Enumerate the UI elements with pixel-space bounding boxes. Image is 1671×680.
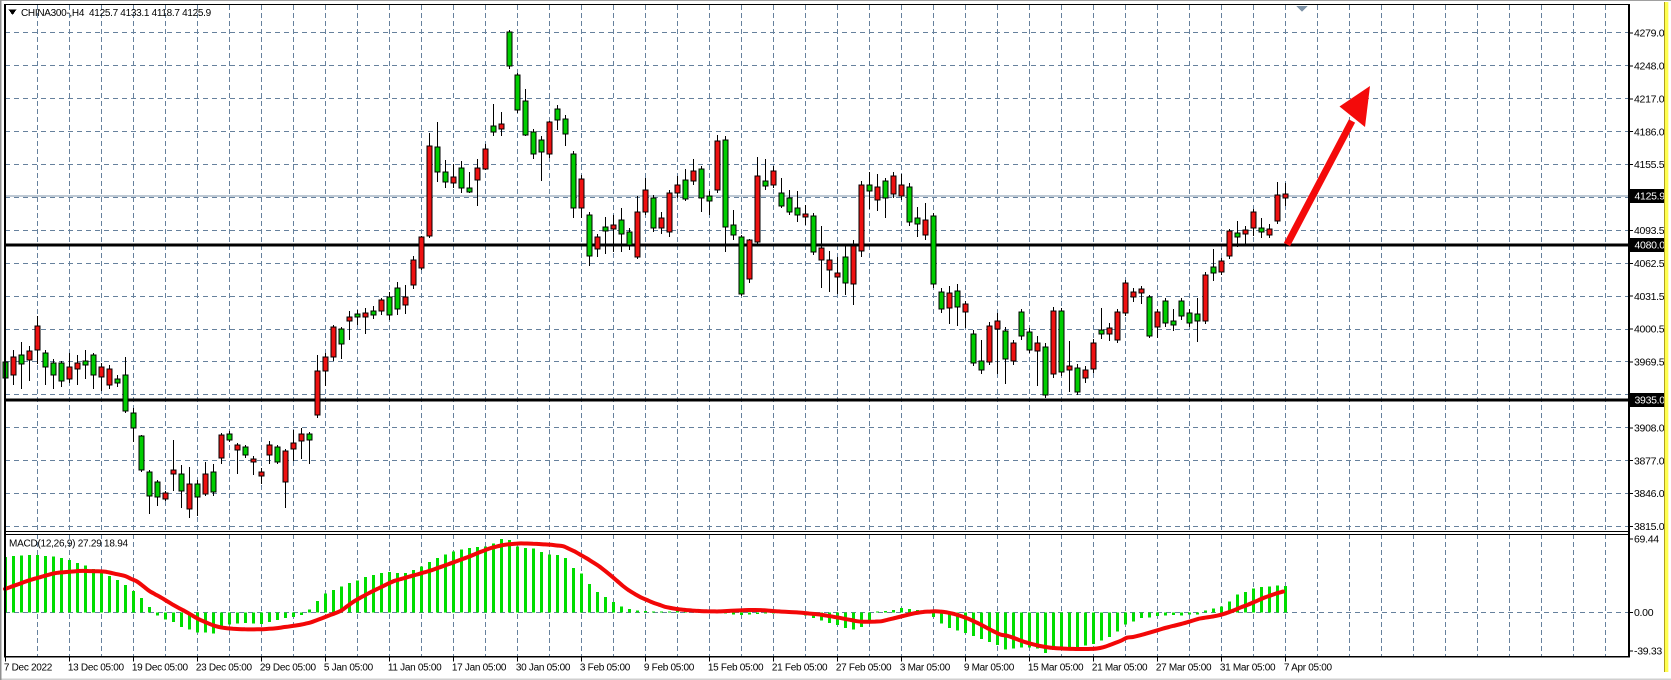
svg-text:15 Feb 05:00: 15 Feb 05:00 [708, 662, 764, 673]
svg-text:4217.0: 4217.0 [1634, 93, 1665, 105]
svg-text:21 Mar 05:00: 21 Mar 05:00 [1092, 662, 1148, 673]
svg-text:11 Jan 05:00: 11 Jan 05:00 [388, 662, 442, 673]
svg-text:27 Feb 05:00: 27 Feb 05:00 [836, 662, 892, 673]
svg-text:4000.5: 4000.5 [1634, 324, 1665, 336]
svg-text:3969.5: 3969.5 [1634, 357, 1665, 369]
svg-text:17 Jan 05:00: 17 Jan 05:00 [452, 662, 507, 673]
svg-text:-39.33: -39.33 [1634, 645, 1662, 657]
svg-text:7 Dec 2022: 7 Dec 2022 [4, 662, 53, 673]
svg-text:7 Apr 05:00: 7 Apr 05:00 [1284, 662, 1333, 673]
svg-text:69.44: 69.44 [1634, 534, 1659, 546]
svg-text:27 Mar 05:00: 27 Mar 05:00 [1156, 662, 1212, 673]
svg-text:13 Dec 05:00: 13 Dec 05:00 [68, 662, 125, 673]
svg-text:4248.0: 4248.0 [1634, 61, 1665, 73]
svg-text:MACD(12,26,9) 27.29 18.94: MACD(12,26,9) 27.29 18.94 [9, 539, 129, 550]
svg-text:4093.5: 4093.5 [1634, 225, 1665, 237]
svg-text:21 Feb 05:00: 21 Feb 05:00 [772, 662, 828, 673]
svg-text:3815.0: 3815.0 [1634, 521, 1665, 533]
svg-text:9 Mar 05:00: 9 Mar 05:00 [964, 662, 1015, 673]
svg-text:3 Feb 05:00: 3 Feb 05:00 [580, 662, 631, 673]
svg-text:30 Jan 05:00: 30 Jan 05:00 [516, 662, 571, 673]
svg-text:0.00: 0.00 [1634, 607, 1654, 619]
svg-text:19 Dec 05:00: 19 Dec 05:00 [132, 662, 189, 673]
svg-text:4080.0: 4080.0 [1635, 240, 1666, 252]
svg-text:3935.0: 3935.0 [1635, 395, 1666, 407]
svg-text:4062.5: 4062.5 [1634, 258, 1665, 270]
svg-text:4155.5: 4155.5 [1634, 159, 1665, 171]
svg-text:9 Feb 05:00: 9 Feb 05:00 [644, 662, 695, 673]
svg-text:3846.0: 3846.0 [1634, 488, 1665, 500]
svg-text:23 Dec 05:00: 23 Dec 05:00 [196, 662, 253, 673]
svg-text:4031.5: 4031.5 [1634, 291, 1665, 303]
svg-text:4125.9: 4125.9 [1635, 191, 1666, 203]
svg-text:15 Mar 05:00: 15 Mar 05:00 [1028, 662, 1084, 673]
svg-text:3908.0: 3908.0 [1634, 422, 1665, 434]
svg-text:4279.0: 4279.0 [1634, 28, 1665, 40]
svg-text:29 Dec 05:00: 29 Dec 05:00 [260, 662, 317, 673]
svg-text:CHINA300-,H4 4125.7 4133.1 41: CHINA300-,H4 4125.7 4133.1 4118.7 4125.9 [21, 8, 212, 19]
svg-text:31 Mar 05:00: 31 Mar 05:00 [1220, 662, 1276, 673]
svg-text:3 Mar 05:00: 3 Mar 05:00 [900, 662, 951, 673]
svg-text:5 Jan 05:00: 5 Jan 05:00 [324, 662, 374, 673]
svg-text:3877.0: 3877.0 [1634, 455, 1665, 467]
svg-text:4186.0: 4186.0 [1634, 126, 1665, 138]
